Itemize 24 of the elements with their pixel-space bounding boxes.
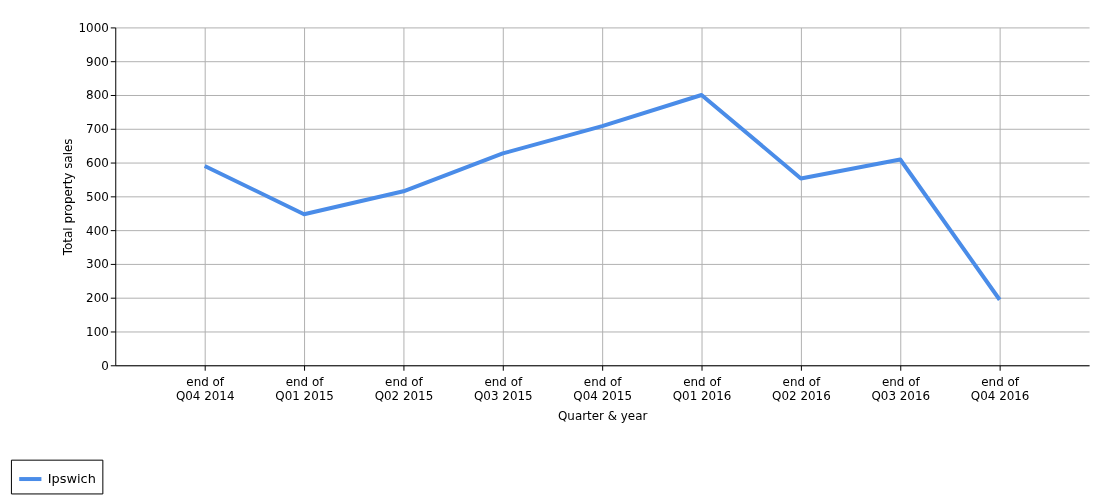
y-tick-label: 900 (86, 54, 109, 69)
x-tick-label: end of Q04 2015 (573, 374, 632, 403)
x-tick-label: end of Q02 2016 (772, 374, 831, 403)
y-tick-label: 1000 (78, 20, 109, 35)
x-tick-label: end of Q01 2016 (672, 374, 732, 403)
y-tick-label: 100 (86, 324, 109, 339)
y-tick-label: 800 (86, 88, 109, 103)
x-tick-label: end of Q04 2014 (175, 374, 235, 403)
line-series (202, 93, 1002, 302)
x-tick-label: end of Q03 2015 (473, 374, 533, 403)
legend-label: Ipswich (47, 471, 96, 487)
x-tick-label: end of Q02 2015 (374, 374, 434, 403)
y-axis-title: Total property sales (60, 138, 75, 257)
y-tick-label: 300 (86, 257, 109, 272)
x-tick-label: end of Q01 2015 (275, 374, 334, 403)
y-tick-label: 600 (86, 156, 109, 171)
x-tick-label: end of Q04 2016 (970, 374, 1030, 403)
y-tick-label: 700 (86, 122, 109, 137)
x-tick-label: end of Q03 2016 (871, 374, 931, 403)
y-tick-label: 0 (101, 358, 109, 373)
y-tick-label: 200 (86, 291, 109, 306)
y-tick-label: 500 (86, 189, 109, 204)
x-axis-title: Quarter & year (557, 409, 648, 424)
y-tick-label: 400 (86, 223, 109, 238)
